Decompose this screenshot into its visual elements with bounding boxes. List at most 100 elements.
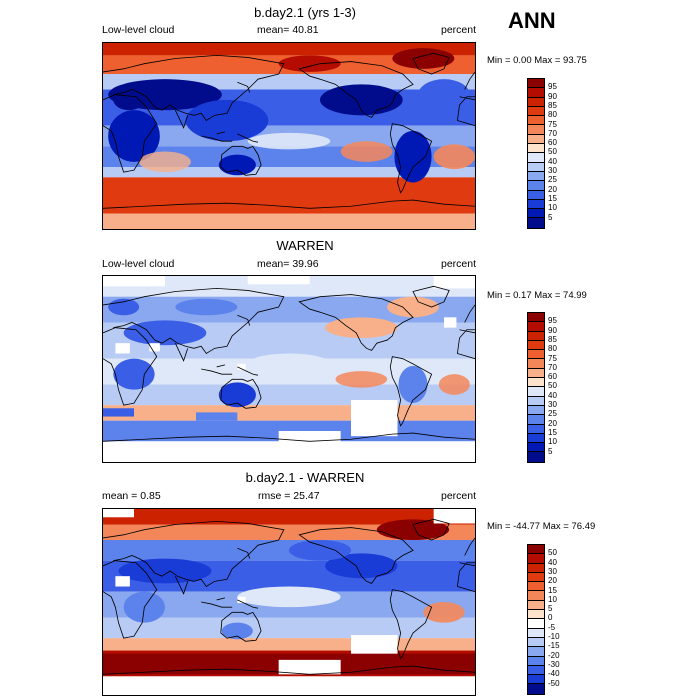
colorbar-cell [528, 162, 544, 172]
colorbar-tick-label: 20 [548, 576, 557, 586]
colorbar-tick-label: 70 [548, 128, 557, 138]
colorbar-tick-label: 30 [548, 166, 557, 175]
panel3-units: percent [441, 490, 477, 502]
colorbar-tick-label: 20 [548, 184, 557, 194]
colorbar-cell [528, 443, 544, 453]
panel1-left-label: Low-level cloud [102, 24, 175, 36]
colorbar-tick-label: 90 [548, 91, 557, 101]
colorbar-tick-label: 60 [548, 372, 557, 382]
colorbar-tick-label: 30 [548, 400, 557, 409]
colorbar-tick-label: 50 [548, 381, 557, 391]
colorbar-tick-label: -20 [548, 650, 560, 660]
panel1-units: percent [441, 24, 477, 36]
colorbar-tick-label: 5 [548, 446, 553, 456]
panel3-rmse: rmse = 25.47 [258, 490, 320, 502]
colorbar-cell [528, 572, 544, 583]
colorbar-tick-label: 20 [548, 418, 557, 428]
colorbar-cell [528, 199, 544, 210]
colorbar-cell [528, 106, 544, 117]
colorbar-cell [528, 153, 544, 163]
colorbar-cell [528, 619, 544, 629]
panel1-title: b.day2.1 (yrs 1-3) [254, 5, 356, 20]
colorbar-tick-label: -10 [548, 632, 560, 641]
colorbar-tick-label: 0 [548, 613, 553, 623]
colorbar-tick-label: 10 [548, 594, 557, 604]
panel2-map [102, 275, 476, 463]
colorbar-cell [528, 368, 544, 379]
colorbar-cell [528, 452, 544, 462]
colorbar-tick-label: 75 [548, 353, 557, 363]
coastline-outline [103, 52, 475, 209]
panel2-minmax: Min = 0.17 Max = 74.99 [487, 290, 587, 301]
colorbar-cell [528, 637, 544, 648]
panel2-left-label: Low-level cloud [102, 258, 175, 270]
colorbar-tick-label: 25 [548, 175, 557, 185]
colorbar-cell [528, 209, 544, 219]
colorbar-cell [528, 396, 544, 406]
colorbar-tick-label: 50 [548, 147, 557, 157]
colorbar-tick-label: 80 [548, 110, 557, 120]
colorbar-cell [528, 340, 544, 351]
panel3-colorbar [527, 544, 545, 695]
colorbar-tick-label: -30 [548, 659, 560, 669]
colorbar-cell [528, 647, 544, 657]
colorbar-cell [528, 144, 544, 154]
panel2-units: percent [441, 258, 477, 270]
colorbar-tick-label: 5 [548, 212, 553, 222]
panel1-mean: mean= 40.81 [257, 24, 319, 36]
colorbar-tick-label: 70 [548, 362, 557, 372]
colorbar-cell [528, 350, 544, 360]
colorbar-cell [528, 134, 544, 145]
panel1-minmax: Min = 0.00 Max = 93.75 [487, 55, 587, 66]
colorbar-cell [528, 116, 544, 126]
colorbar-cell [528, 97, 544, 107]
colorbar-tick-label: 85 [548, 100, 557, 110]
colorbar-tick-label: 50 [548, 548, 557, 558]
colorbar-cell [528, 359, 544, 369]
colorbar-cell [528, 88, 544, 98]
panel1-map [102, 42, 476, 230]
colorbar-tick-label: 5 [548, 604, 553, 614]
colorbar-cell [528, 656, 544, 666]
colorbar-cell [528, 591, 544, 601]
colorbar-cell [528, 378, 544, 388]
coastline-outline [103, 518, 475, 675]
panel1-colorbar [527, 78, 545, 229]
colorbar-tick-label: 15 [548, 193, 557, 203]
colorbar-tick-label: -40 [548, 669, 560, 679]
colorbar-tick-label: 15 [548, 427, 557, 437]
colorbar-cell [528, 218, 544, 228]
colorbar-cell [528, 313, 544, 323]
colorbar-tick-label: 10 [548, 437, 557, 447]
colorbar-tick-label: 25 [548, 409, 557, 419]
season-label: ANN [508, 8, 556, 33]
colorbar-tick-label: -15 [548, 641, 560, 651]
colorbar-cell [528, 582, 544, 592]
colorbar-tick-label: 40 [548, 557, 557, 567]
colorbar-cell [528, 424, 544, 434]
colorbar-tick-label: 80 [548, 344, 557, 354]
colorbar-tick-label: 40 [548, 390, 557, 400]
colorbar-cell [528, 322, 544, 332]
colorbar-cell [528, 331, 544, 341]
colorbar-cell [528, 600, 544, 611]
colorbar-cell [528, 181, 544, 191]
colorbar-tick-label: 85 [548, 334, 557, 344]
panel3-mean: mean = 0.85 [102, 490, 161, 502]
panel3-title: b.day2.1 - WARREN [245, 470, 365, 485]
colorbar-tick-label: 95 [548, 316, 557, 326]
colorbar-tick-label: 60 [548, 138, 557, 148]
colorbar-cell [528, 405, 544, 416]
panel3-minmax: Min = -44.77 Max = 76.49 [487, 521, 596, 532]
colorbar-cell [528, 171, 544, 182]
colorbar-cell [528, 628, 544, 638]
colorbar-tick-label: 15 [548, 585, 557, 595]
panel2-mean: mean= 39.96 [257, 258, 319, 270]
colorbar-tick-label: 95 [548, 82, 557, 92]
colorbar-cell [528, 190, 544, 200]
colorbar-cell [528, 563, 544, 573]
colorbar-tick-label: 75 [548, 119, 557, 129]
colorbar-cell [528, 684, 544, 694]
colorbar-tick-label: 10 [548, 203, 557, 213]
panel2-colorbar [527, 312, 545, 463]
